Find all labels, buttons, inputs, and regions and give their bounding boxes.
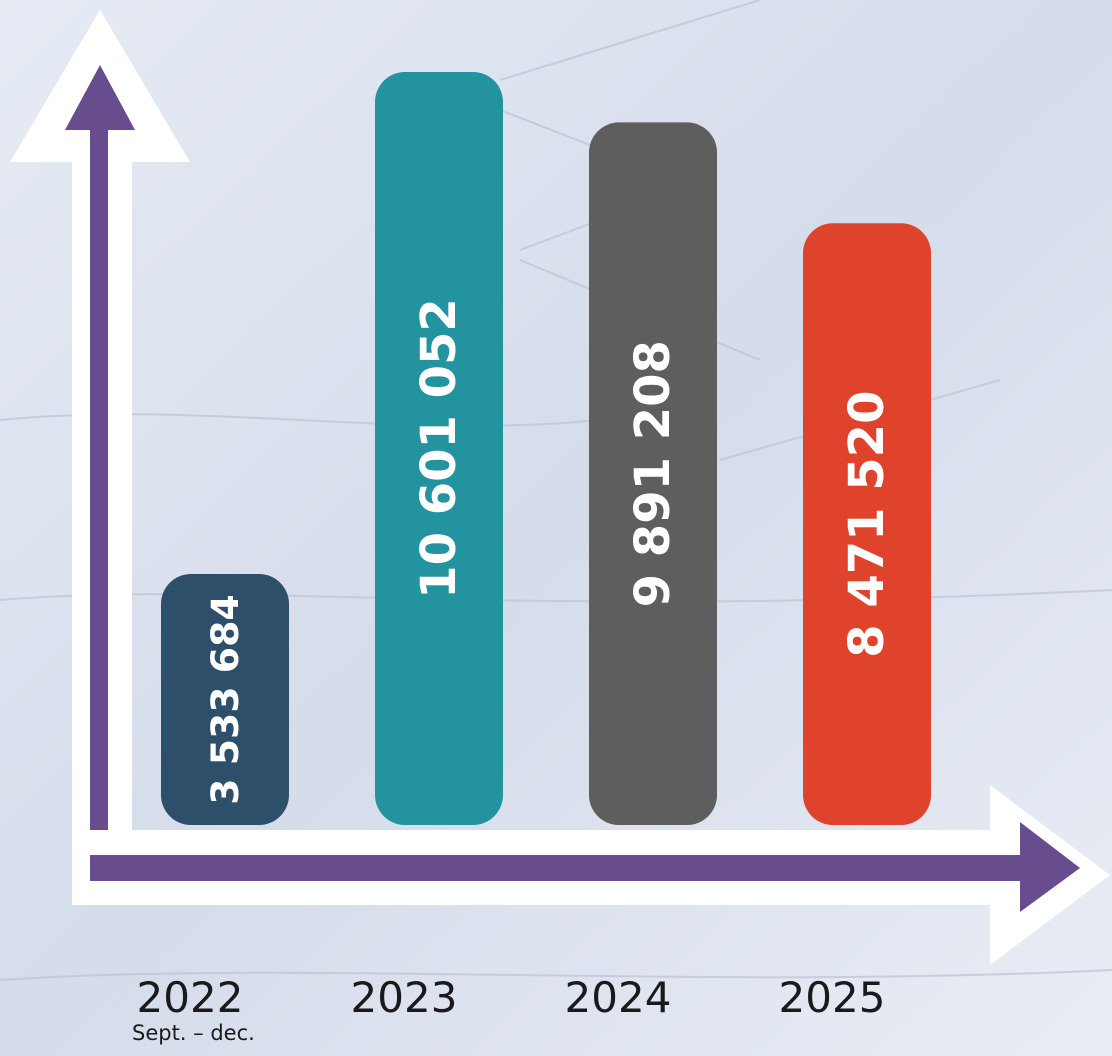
value-label: 8 471 520	[839, 391, 895, 658]
category-note: Sept. – dec.	[132, 1021, 255, 1045]
x-axis	[90, 822, 1080, 912]
bar	[803, 223, 931, 826]
value-label: 9 891 208	[625, 340, 681, 607]
x-tick-label: 2024	[565, 973, 672, 1022]
y-axis	[65, 65, 135, 880]
bar	[375, 72, 503, 825]
x-tick-label: 2022	[137, 973, 244, 1022]
bar	[161, 574, 289, 825]
x-tick-label: 2025	[779, 973, 886, 1022]
value-label: 3 533 684	[203, 594, 247, 804]
bar	[589, 122, 717, 825]
x-tick-label: 2023	[351, 973, 458, 1022]
value-label: 10 601 052	[411, 298, 467, 599]
